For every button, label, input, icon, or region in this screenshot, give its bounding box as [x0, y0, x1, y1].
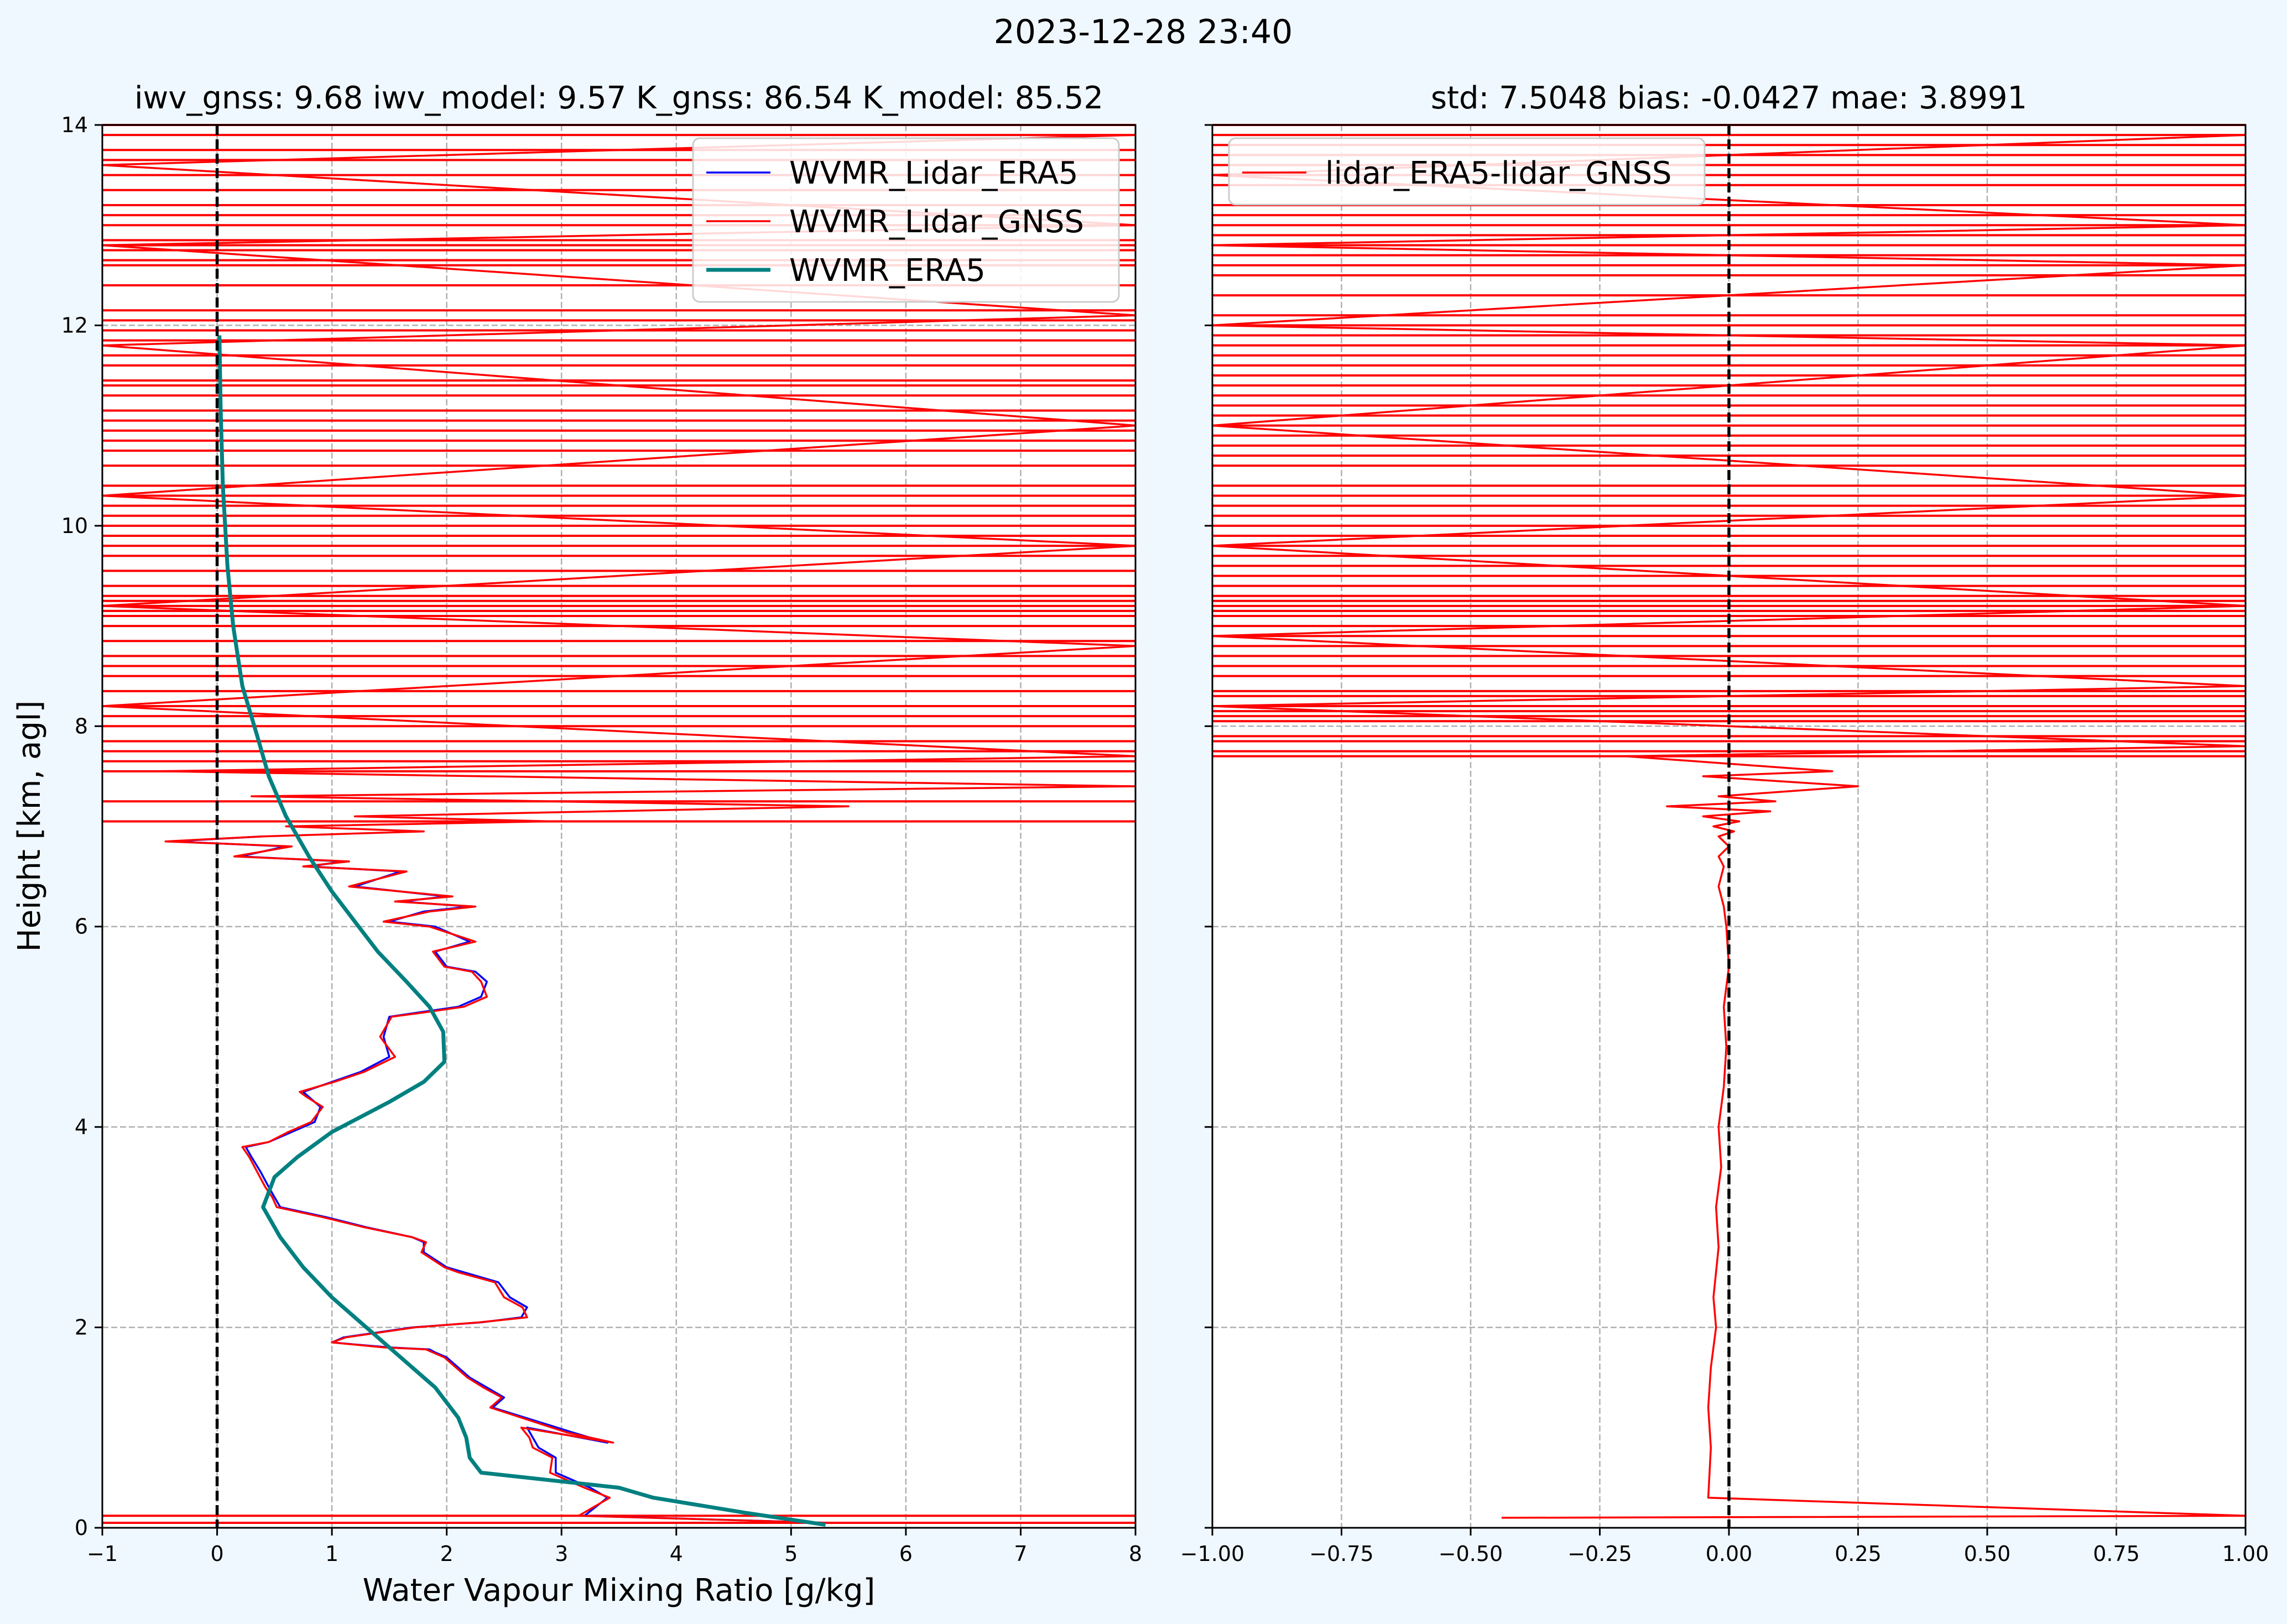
x-tick-label: 4	[670, 1542, 683, 1566]
y-tick-label: 2	[75, 1315, 88, 1340]
x-tick-label: 2	[440, 1542, 454, 1566]
left-legend: WVMR_Lidar_ERA5 WVMR_Lidar_GNSS WVMR_ERA5	[692, 137, 1120, 303]
x-tick-label: 6	[899, 1542, 913, 1566]
left-axes-frame	[101, 124, 1137, 1529]
legend-box	[692, 137, 1120, 303]
x-tick-label: 1	[325, 1542, 338, 1566]
left-plot-area	[102, 125, 1135, 1528]
legend-label: WVMR_ERA5	[789, 253, 986, 289]
x-tick-label: 0.50	[1964, 1542, 2011, 1566]
y-tick-label: 14	[61, 113, 88, 137]
x-tick-label: 0.25	[1835, 1542, 1882, 1566]
x-tick-label: −1.00	[1180, 1542, 1244, 1566]
left-y-axis-label: Height [km, agl]	[12, 701, 48, 952]
x-tick-label: −0.25	[1567, 1542, 1632, 1566]
series-line-WVMR_ERA5	[217, 335, 826, 1527]
x-tick-label: 5	[784, 1542, 798, 1566]
left-x-axis-label: Water Vapour Mixing Ratio [g/kg]	[363, 1573, 876, 1609]
y-tick-label: 10	[61, 514, 88, 538]
series-line-WVMR_Lidar_GNSS	[101, 134, 1137, 1524]
x-tick-label: −1	[87, 1542, 118, 1566]
legend-label: lidar_ERA5-lidar_GNSS	[1325, 155, 1672, 191]
y-tick-label: 0	[75, 1516, 88, 1540]
legend-box	[1228, 137, 1706, 206]
figure-suptitle: 2023-12-28 23:40	[994, 13, 1293, 51]
y-tick-label: 8	[75, 714, 88, 738]
x-tick-label: 0.75	[2093, 1542, 2140, 1566]
right-ticks: −1.00 −0.75 −0.50 −0.25 0.00 0.25 0.50 0.75 1.00	[1180, 124, 2269, 1566]
y-tick-label: 4	[75, 1115, 88, 1139]
legend-label: WVMR_Lidar_ERA5	[789, 155, 1079, 191]
left-series-layer	[101, 124, 1137, 1528]
x-tick-label: 3	[555, 1542, 568, 1566]
x-tick-label: 1.00	[2222, 1542, 2269, 1566]
y-tick-label: 6	[75, 915, 88, 939]
x-tick-label: 8	[1129, 1542, 1142, 1566]
right-legend: lidar_ERA5-lidar_GNSS	[1228, 137, 1706, 206]
left-panel-title: iwv_gnss: 9.68 iwv_model: 9.57 K_gnss: 8…	[134, 80, 1103, 116]
right-panel-title: std: 7.5048 bias: -0.0427 mae: 3.8991	[1431, 80, 2027, 116]
series-line-lidar_ERA5-lidar_GNSS	[1211, 134, 2247, 1519]
x-tick-label: 7	[1014, 1542, 1027, 1566]
y-tick-label: 12	[61, 313, 88, 337]
x-tick-label: −0.50	[1439, 1542, 1503, 1566]
legend-label: WVMR_Lidar_GNSS	[789, 204, 1084, 240]
x-tick-label: −0.75	[1309, 1542, 1373, 1566]
x-tick-label: 0	[210, 1542, 223, 1566]
right-series-layer	[1211, 124, 2247, 1528]
x-tick-label: 0.00	[1706, 1542, 1753, 1566]
right-panel: −1.00 −0.75 −0.50 −0.25 0.00 0.25 0.50 0.75 1.00…	[1180, 80, 2269, 1566]
